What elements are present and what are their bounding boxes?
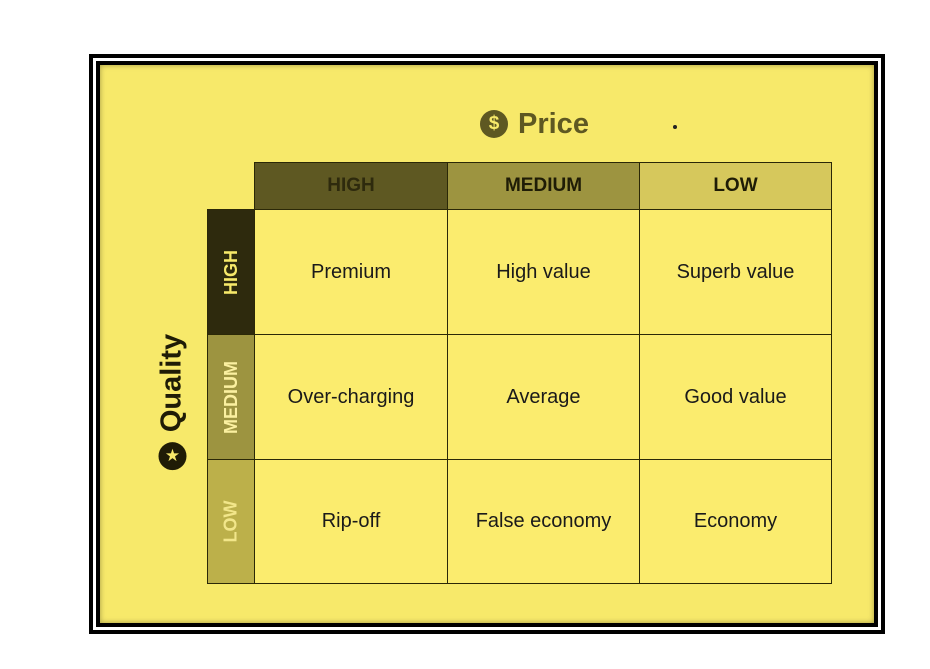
stray-dot [673, 125, 677, 129]
price-title-text: Price [518, 107, 589, 140]
column-header-medium: MEDIUM [447, 162, 640, 210]
matrix-cell: False economy [447, 459, 640, 584]
matrix-cell: Good value [639, 334, 832, 460]
matrix-cell: Superb value [639, 209, 832, 335]
row-header-low: LOW [207, 459, 255, 584]
row-header-low-label: LOW [220, 500, 241, 543]
column-header-high: HIGH [254, 162, 448, 210]
quality-title-text: Quality [155, 333, 188, 433]
row-header-high: HIGH [207, 209, 255, 335]
matrix-cell: Rip-off [254, 459, 448, 584]
matrix-cell: Over-charging [254, 334, 448, 460]
star-circle-icon: ★ [158, 442, 186, 471]
row-header-high-label: HIGH [220, 249, 241, 295]
price-axis-title: $ Price [480, 104, 589, 144]
matrix-cell: Economy [639, 459, 832, 584]
dollar-coin-icon: $ [480, 110, 508, 138]
column-header-low: LOW [639, 162, 832, 210]
matrix-cell: Average [447, 334, 640, 460]
row-header-medium-label: MEDIUM [220, 360, 241, 434]
matrix-cell: High value [447, 209, 640, 335]
row-header-medium: MEDIUM [207, 334, 255, 460]
matrix-cell: Premium [254, 209, 448, 335]
